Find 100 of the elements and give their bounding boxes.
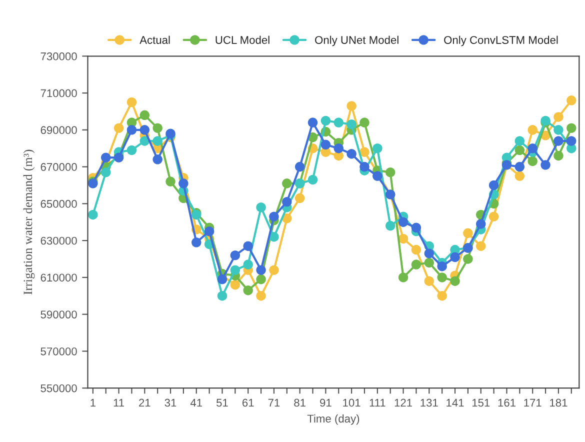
point [243, 260, 253, 270]
point [204, 226, 214, 236]
y-tick-label: 570000 [40, 347, 77, 356]
point [243, 285, 253, 296]
point [398, 272, 408, 282]
legend-label: Only UNet Model [315, 36, 398, 46]
point [282, 196, 292, 207]
point [424, 258, 434, 268]
point [217, 291, 228, 301]
point [476, 241, 486, 251]
point [411, 260, 422, 270]
x-tick-label: 91 [320, 398, 332, 407]
point [126, 145, 137, 156]
point [126, 125, 137, 135]
legend-label: Actual [140, 36, 170, 44]
point [192, 238, 202, 248]
x-axis-title: Time (day) [307, 414, 360, 425]
point [320, 140, 331, 150]
y-tick-label: 590000 [40, 310, 77, 318]
x-tick-label: 111 [370, 398, 386, 407]
point [463, 228, 473, 238]
x-tick-label: 151 [472, 398, 490, 407]
point [514, 136, 525, 146]
point [100, 152, 111, 162]
point [566, 136, 576, 146]
point [152, 154, 162, 164]
x-tick-label: 41 [190, 398, 202, 407]
point [411, 222, 422, 232]
point [450, 252, 460, 262]
point [554, 112, 564, 122]
point [437, 291, 447, 301]
point [488, 180, 499, 190]
y-tick-label: 630000 [40, 236, 77, 245]
x-tick-label: 171 [524, 398, 542, 407]
point [320, 116, 331, 126]
x-tick-label: 31 [164, 398, 176, 407]
point [528, 143, 538, 154]
x-tick-label: 141 [446, 398, 464, 407]
y-tick-label: 690000 [40, 126, 77, 134]
point [554, 150, 564, 161]
point [178, 178, 188, 188]
legend-label: Only ConvLSTM Model [444, 36, 558, 46]
point [385, 167, 396, 178]
x-tick-label: 81 [294, 398, 306, 407]
x-tick-label: 1 [90, 398, 96, 407]
legend-label: UCL Model [216, 36, 270, 44]
point [256, 265, 266, 275]
point [256, 291, 266, 301]
y-tick-label: 650000 [40, 200, 77, 208]
x-tick-label: 121 [394, 398, 412, 407]
point [152, 136, 162, 146]
y-tick-label: 550000 [40, 384, 77, 392]
point [243, 241, 253, 251]
y-axis-title: Irrigation water demand (m³) [23, 150, 35, 295]
point [152, 123, 162, 133]
point [88, 210, 98, 220]
point [256, 202, 266, 212]
point [360, 147, 370, 157]
point [269, 265, 279, 275]
point [566, 96, 576, 106]
point [488, 212, 499, 222]
point [140, 110, 150, 120]
point [360, 118, 370, 128]
x-tick-label: 161 [498, 398, 516, 407]
point [372, 171, 382, 181]
point [437, 272, 447, 282]
x-tick-label: 101 [343, 398, 360, 407]
x-tick-label: 181 [550, 398, 568, 407]
point [514, 171, 525, 181]
point [256, 274, 266, 284]
point [269, 212, 279, 222]
point [308, 174, 318, 185]
point [346, 149, 356, 159]
x-tick-label: 51 [216, 398, 228, 407]
point [398, 217, 408, 227]
point [514, 162, 525, 172]
x-tick-label: 131 [420, 398, 438, 407]
point [476, 219, 486, 229]
point [411, 244, 422, 255]
point [424, 248, 434, 258]
point [566, 123, 576, 133]
point [282, 178, 292, 188]
x-tick-label: 61 [242, 398, 254, 407]
point [346, 120, 356, 130]
point [269, 232, 279, 242]
point [230, 265, 240, 275]
point [437, 262, 447, 272]
point [554, 136, 564, 146]
point [346, 101, 356, 111]
point [385, 220, 396, 231]
point [100, 167, 111, 178]
x-tick-label: 71 [268, 398, 280, 407]
point [217, 274, 228, 284]
point [230, 280, 240, 290]
point [372, 143, 382, 154]
point [230, 250, 240, 260]
point [114, 123, 124, 133]
point [463, 254, 473, 264]
point [166, 176, 176, 186]
point [334, 118, 344, 128]
